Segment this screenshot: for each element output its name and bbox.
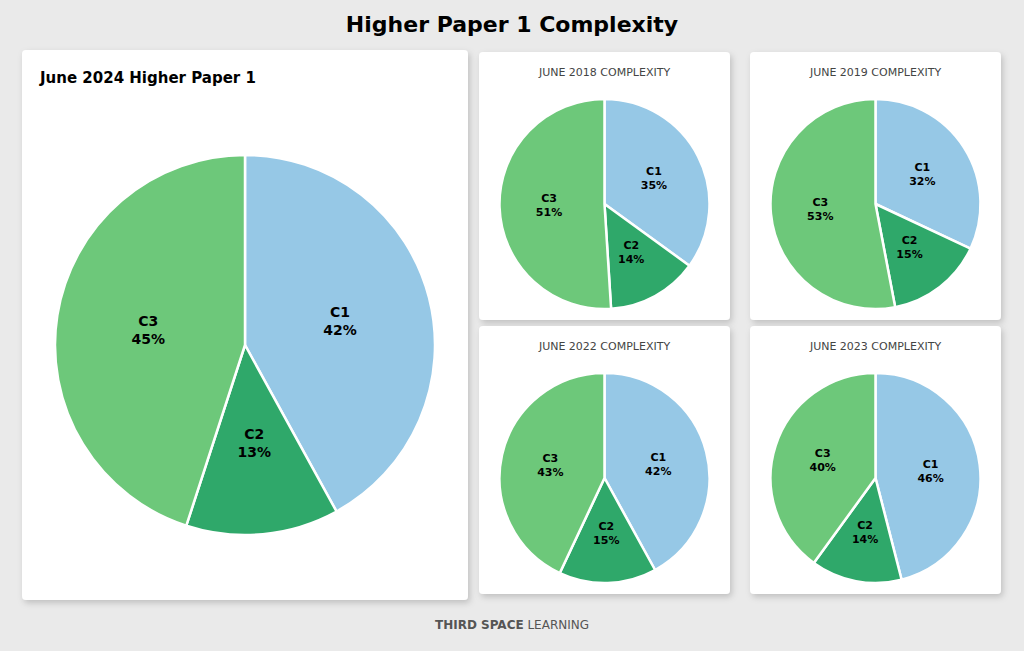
svg-text:45%: 45% <box>131 331 165 347</box>
svg-text:C2: C2 <box>244 426 264 442</box>
svg-text:C2: C2 <box>902 234 918 247</box>
svg-text:C3: C3 <box>138 313 158 329</box>
svg-text:C1: C1 <box>646 165 662 178</box>
svg-text:35%: 35% <box>641 179 667 192</box>
svg-text:C1: C1 <box>923 458 939 471</box>
svg-text:C1: C1 <box>330 304 350 320</box>
svg-text:C2: C2 <box>623 239 639 252</box>
svg-text:13%: 13% <box>237 444 271 460</box>
svg-text:C2: C2 <box>857 519 873 532</box>
svg-text:15%: 15% <box>896 248 922 261</box>
svg-text:C3: C3 <box>541 192 557 205</box>
svg-text:C2: C2 <box>598 520 614 533</box>
svg-text:40%: 40% <box>810 461 836 474</box>
svg-text:42%: 42% <box>645 465 671 478</box>
svg-text:14%: 14% <box>618 253 644 266</box>
svg-text:THIRD SPACE: THIRD SPACE <box>435 618 524 632</box>
svg-text:51%: 51% <box>536 206 562 219</box>
svg-text:C1: C1 <box>914 161 930 174</box>
svg-text:43%: 43% <box>537 466 563 479</box>
svg-text:Higher Paper 1 Complexity: Higher Paper 1 Complexity <box>346 12 678 37</box>
svg-text:LEARNING: LEARNING <box>527 618 589 632</box>
svg-text:46%: 46% <box>917 472 943 485</box>
svg-text:42%: 42% <box>323 322 357 338</box>
svg-text:14%: 14% <box>852 533 878 546</box>
svg-text:C3: C3 <box>815 447 831 460</box>
svg-text:C3: C3 <box>542 452 558 465</box>
svg-text:C3: C3 <box>812 196 828 209</box>
svg-text:JUNE 2023 COMPLEXITY: JUNE 2023 COMPLEXITY <box>809 340 942 353</box>
svg-text:JUNE 2022 COMPLEXITY: JUNE 2022 COMPLEXITY <box>538 340 671 353</box>
svg-text:JUNE 2019 COMPLEXITY: JUNE 2019 COMPLEXITY <box>809 66 942 79</box>
svg-text:53%: 53% <box>807 210 833 223</box>
svg-text:32%: 32% <box>909 175 935 188</box>
svg-text:June 2024 Higher Paper 1: June 2024 Higher Paper 1 <box>39 69 256 87</box>
svg-text:JUNE 2018 COMPLEXITY: JUNE 2018 COMPLEXITY <box>538 66 671 79</box>
svg-text:C1: C1 <box>650 451 666 464</box>
svg-text:15%: 15% <box>593 534 619 547</box>
